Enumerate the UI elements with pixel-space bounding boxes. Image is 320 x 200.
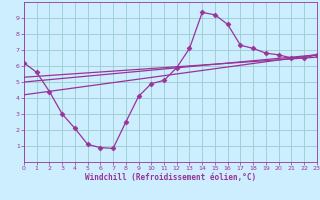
X-axis label: Windchill (Refroidissement éolien,°C): Windchill (Refroidissement éolien,°C) <box>85 173 256 182</box>
